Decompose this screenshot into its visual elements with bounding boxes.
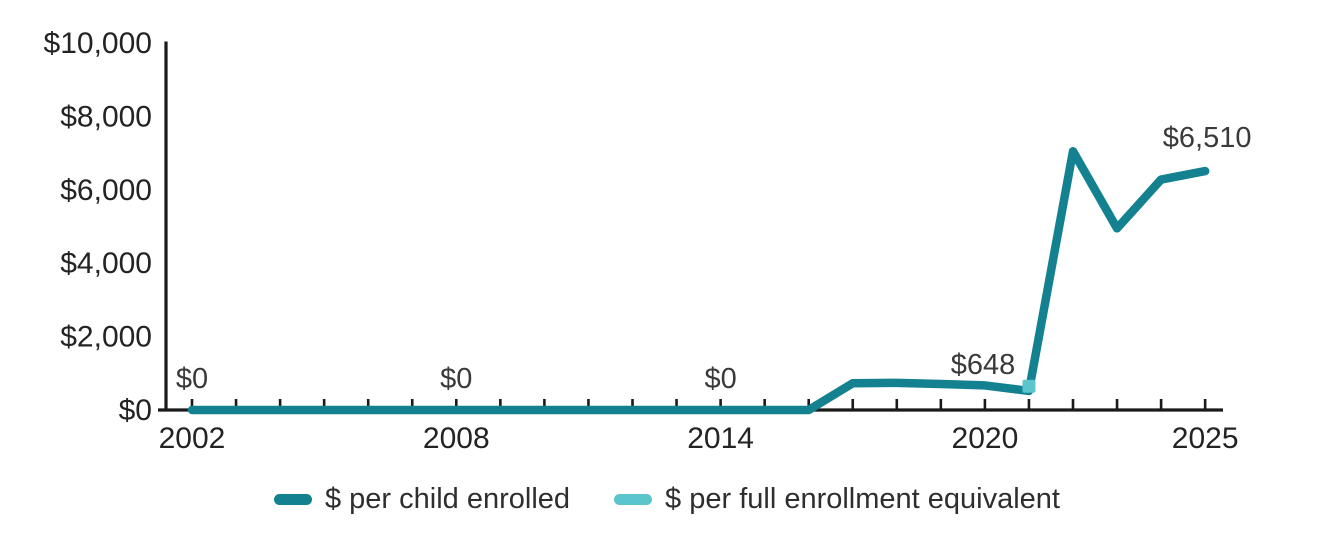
series-line-per-child-enrolled [187, 147, 1210, 415]
x-tick-label: 2025 [1172, 422, 1239, 455]
chart-legend: $ per child enrolled $ per full enrollme… [0, 468, 1334, 530]
y-tick-label: $10,000 [44, 27, 152, 60]
data-label: $0 [440, 363, 472, 395]
data-label: $0 [176, 363, 208, 395]
y-tick-label: $2,000 [60, 321, 152, 354]
y-tick-label: $8,000 [60, 100, 152, 133]
legend-label-per-full-enrollment-equivalent: $ per full enrollment equivalent [665, 482, 1060, 515]
x-tick-label: 2020 [952, 422, 1019, 455]
data-label: $0 [704, 363, 736, 395]
legend-item-per-full-enrollment-equivalent: $ per full enrollment equivalent [614, 483, 1060, 516]
x-tick-label: 2008 [423, 422, 490, 455]
chart-canvas: $0 $2,000 $4,000 $6,000 $8,000 $10,000 2002 200… [44, 27, 1252, 455]
legend-swatch-per-child-enrolled-icon [273, 493, 312, 505]
data-label: $6,510 [1163, 122, 1252, 154]
data-label: $648 [951, 349, 1016, 381]
legend-label-per-child-enrolled: $ per child enrolled [324, 482, 571, 515]
legend-item-per-child-enrolled: $ per child enrolled [273, 482, 571, 516]
y-tick-label: $6,000 [60, 174, 152, 207]
legend-swatch-per-full-enrollment-equivalent-icon [614, 493, 653, 505]
x-tick-label: 2002 [159, 422, 226, 455]
y-tick-label: $4,000 [60, 247, 152, 280]
x-tick-label: 2014 [687, 422, 754, 455]
series-marker-per-full-enrollment-equivalent [1022, 379, 1036, 393]
y-tick-label: $0 [119, 394, 152, 427]
